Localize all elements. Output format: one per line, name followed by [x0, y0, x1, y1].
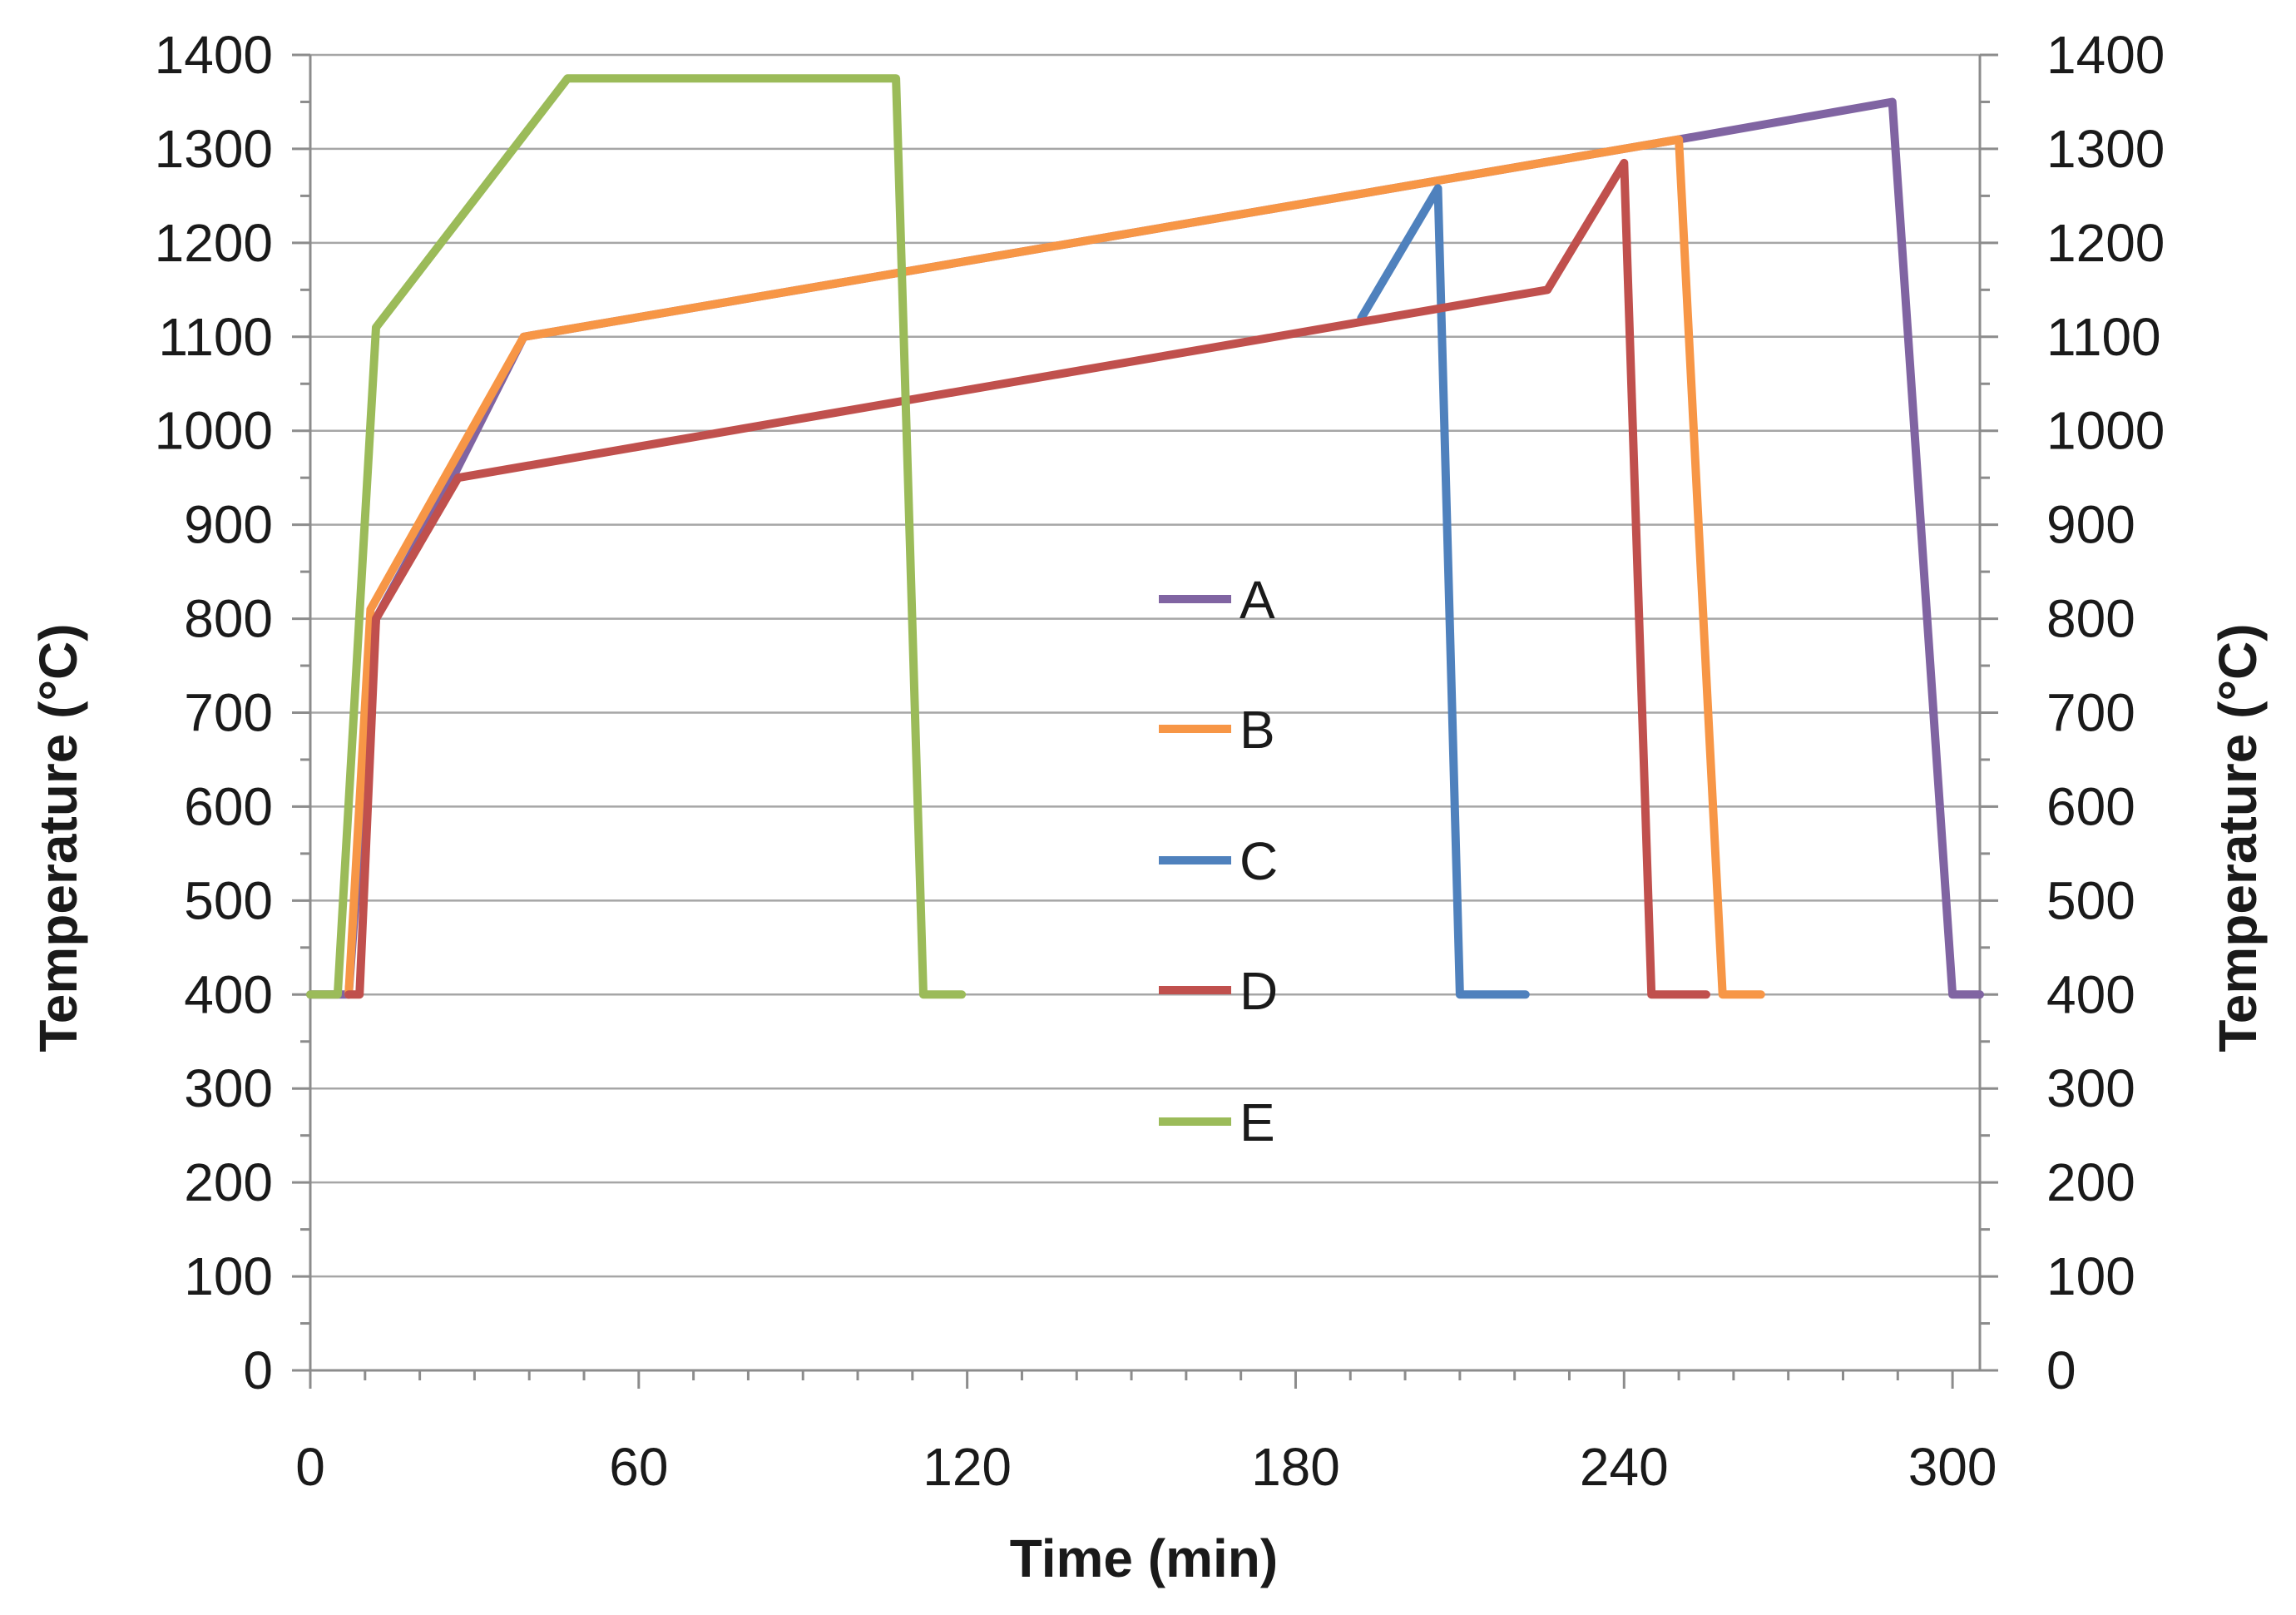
y-tick-label-left-0: 0 [243, 1340, 273, 1400]
legend-label-D: D [1240, 961, 1278, 1021]
y-tick-label-left-500: 500 [184, 870, 273, 930]
y-tick-label-right-100: 100 [2046, 1246, 2135, 1306]
gridlines [310, 53, 1980, 1278]
legend-label-A: A [1240, 570, 1275, 630]
y-tick-label-left-1100: 1100 [158, 307, 273, 367]
x-tick-label-60: 60 [609, 1437, 668, 1497]
y-axis-title-right: Temperature (°C) [2208, 623, 2268, 1052]
legend-label-B: B [1240, 700, 1275, 760]
y-tick-label-left-400: 400 [184, 964, 273, 1024]
y-tick-label-right-800: 800 [2046, 589, 2135, 649]
y-tick-label-left-1300: 1300 [155, 119, 273, 179]
legend-label-C: C [1240, 831, 1278, 891]
y-tick-label-right-400: 400 [2046, 964, 2135, 1024]
y-tick-label-right-500: 500 [2046, 870, 2135, 930]
y-tick-label-left-700: 700 [184, 683, 273, 743]
series-line-B [344, 135, 1765, 999]
y-tick-label-left-100: 100 [184, 1246, 273, 1306]
y-tick-label-right-0: 0 [2046, 1340, 2076, 1400]
y-tick-label-right-300: 300 [2046, 1058, 2135, 1118]
axes [292, 53, 1998, 1389]
data-series [306, 74, 1984, 999]
legend: A B C D E [1159, 570, 1278, 1152]
y-tick-label-right-1200: 1200 [2046, 213, 2165, 273]
x-tick-label-180: 180 [1251, 1437, 1340, 1497]
y-tick-label-left-600: 600 [184, 776, 273, 836]
y-tick-label-left-200: 200 [184, 1152, 273, 1212]
series-line-A [306, 97, 1984, 999]
y-tick-label-right-1000: 1000 [2046, 401, 2165, 461]
series-line-D [344, 158, 1710, 999]
y-tick-label-right-1300: 1300 [2046, 119, 2165, 179]
x-tick-label-300: 300 [1908, 1437, 1997, 1497]
x-axis-title: Time (min) [1010, 1528, 1278, 1588]
x-tick-label-120: 120 [923, 1437, 1012, 1497]
y-tick-label-right-600: 600 [2046, 776, 2135, 836]
x-tick-label-0: 0 [295, 1437, 325, 1497]
y-tick-label-right-700: 700 [2046, 683, 2135, 743]
x-tick-label-240: 240 [1580, 1437, 1669, 1497]
y-tick-label-left-900: 900 [184, 495, 273, 555]
y-tick-label-left-800: 800 [184, 589, 273, 649]
y-tick-label-left-300: 300 [184, 1058, 273, 1118]
series-line-C [1357, 184, 1530, 999]
legend-label-E: E [1240, 1092, 1275, 1152]
y-axis-title-left: Temperature (°C) [28, 623, 88, 1052]
y-tick-label-right-200: 200 [2046, 1152, 2135, 1212]
y-tick-label-right-900: 900 [2046, 495, 2135, 555]
y-tick-label-left-1200: 1200 [155, 213, 273, 273]
y-tick-label-right-1400: 1400 [2046, 25, 2165, 85]
series-line-E [306, 74, 967, 999]
y-tick-label-right-1100: 1100 [2046, 307, 2161, 367]
y-tick-label-left-1400: 1400 [155, 25, 273, 85]
y-tick-label-left-1000: 1000 [155, 401, 273, 461]
